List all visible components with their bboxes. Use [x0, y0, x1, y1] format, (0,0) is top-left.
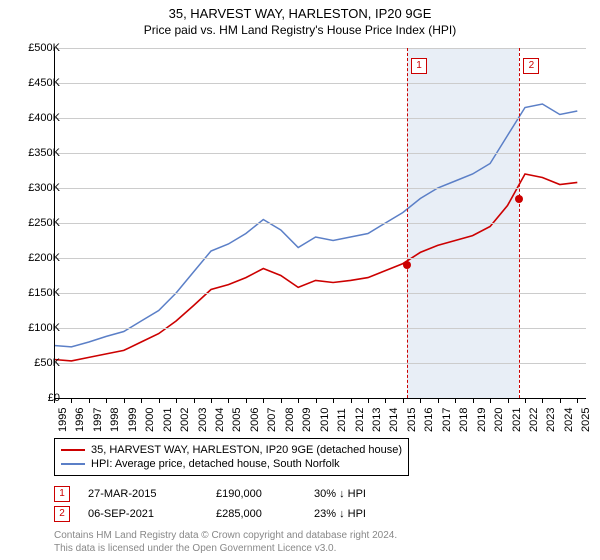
- legend-item: HPI: Average price, detached house, Sout…: [61, 457, 402, 471]
- x-axis-label: 2005: [231, 408, 243, 432]
- sale-point-dot: [403, 261, 411, 269]
- transaction-date: 06-SEP-2021: [88, 508, 198, 520]
- sale-marker-box: 1: [411, 58, 427, 74]
- x-axis-label: 2019: [476, 408, 488, 432]
- grid-line: [54, 363, 586, 364]
- legend-label: HPI: Average price, detached house, Sout…: [91, 458, 340, 470]
- grid-line: [54, 258, 586, 259]
- y-axis-label: £450K: [12, 77, 60, 89]
- chart-title: 35, HARVEST WAY, HARLESTON, IP20 9GE: [0, 0, 600, 21]
- sale-point-dot: [515, 195, 523, 203]
- grid-line: [54, 48, 586, 49]
- x-axis-label: 2018: [458, 408, 470, 432]
- x-axis-label: 1998: [109, 408, 121, 432]
- series-line-price_paid: [54, 174, 577, 361]
- y-axis-label: £250K: [12, 217, 60, 229]
- transaction-date: 27-MAR-2015: [88, 488, 198, 500]
- x-axis-label: 2004: [214, 408, 226, 432]
- sale-marker-box: 2: [523, 58, 539, 74]
- x-axis-label: 2016: [423, 408, 435, 432]
- x-axis-label: 2013: [371, 408, 383, 432]
- grid-line: [54, 83, 586, 84]
- x-axis-label: 2023: [545, 408, 557, 432]
- y-axis-label: £500K: [12, 42, 60, 54]
- grid-line: [54, 293, 586, 294]
- x-axis-label: 2003: [197, 408, 209, 432]
- sale-marker-line: [407, 48, 408, 398]
- transactions-table: 1 27-MAR-2015 £190,000 30% ↓ HPI 2 06-SEP-202…: [54, 484, 404, 524]
- grid-line: [54, 118, 586, 119]
- transaction-row: 2 06-SEP-2021 £285,000 23% ↓ HPI: [54, 504, 404, 524]
- x-axis-label: 2017: [441, 408, 453, 432]
- legend-item: 35, HARVEST WAY, HARLESTON, IP20 9GE (de…: [61, 443, 402, 457]
- footer-line2: This data is licensed under the Open Gov…: [54, 543, 397, 556]
- x-axis-label: 2001: [162, 408, 174, 432]
- transaction-row: 1 27-MAR-2015 £190,000 30% ↓ HPI: [54, 484, 404, 504]
- x-axis-label: 2006: [249, 408, 261, 432]
- x-axis-label: 2008: [284, 408, 296, 432]
- legend-box: 35, HARVEST WAY, HARLESTON, IP20 9GE (de…: [54, 438, 409, 476]
- legend-label: 35, HARVEST WAY, HARLESTON, IP20 9GE (de…: [91, 444, 402, 456]
- chart-subtitle: Price paid vs. HM Land Registry's House …: [0, 21, 600, 37]
- x-axis-label: 2021: [511, 408, 523, 432]
- y-axis-label: £400K: [12, 112, 60, 124]
- transaction-id-box: 1: [54, 486, 70, 502]
- x-axis-label: 2002: [179, 408, 191, 432]
- x-axis-label: 2022: [528, 408, 540, 432]
- transaction-price: £190,000: [216, 488, 296, 500]
- chart-plot-area: [54, 48, 586, 398]
- grid-line: [54, 328, 586, 329]
- footer-attribution: Contains HM Land Registry data © Crown c…: [54, 530, 397, 555]
- grid-line: [54, 188, 586, 189]
- x-axis-label: 2024: [563, 408, 575, 432]
- y-axis-label: £350K: [12, 147, 60, 159]
- y-axis-label: £100K: [12, 322, 60, 334]
- x-axis-label: 2014: [388, 408, 400, 432]
- x-axis-label: 1997: [92, 408, 104, 432]
- x-axis-label: 2011: [336, 408, 348, 432]
- x-axis-label: 2025: [580, 408, 592, 432]
- series-line-hpi: [54, 104, 577, 347]
- x-axis-label: 1999: [127, 408, 139, 432]
- y-axis-label: £200K: [12, 252, 60, 264]
- transaction-vs-hpi: 30% ↓ HPI: [314, 488, 404, 500]
- x-axis-label: 2010: [319, 408, 331, 432]
- x-axis-label: 2007: [266, 408, 278, 432]
- x-axis-label: 1995: [57, 408, 69, 432]
- transaction-id-box: 2: [54, 506, 70, 522]
- transaction-price: £285,000: [216, 508, 296, 520]
- legend-swatch: [61, 449, 85, 451]
- transaction-vs-hpi: 23% ↓ HPI: [314, 508, 404, 520]
- y-axis-label: £150K: [12, 287, 60, 299]
- y-axis-label: £0: [12, 392, 60, 404]
- legend-swatch: [61, 463, 85, 465]
- sale-marker-line: [519, 48, 520, 398]
- footer-line1: Contains HM Land Registry data © Crown c…: [54, 530, 397, 543]
- x-axis-label: 2009: [301, 408, 313, 432]
- y-axis-label: £50K: [12, 357, 60, 369]
- x-axis-label: 2020: [493, 408, 505, 432]
- x-axis-label: 2015: [406, 408, 418, 432]
- x-axis: [54, 398, 586, 399]
- y-axis-label: £300K: [12, 182, 60, 194]
- x-axis-label: 2012: [354, 408, 366, 432]
- x-axis-label: 1996: [74, 408, 86, 432]
- grid-line: [54, 223, 586, 224]
- x-axis-label: 2000: [144, 408, 156, 432]
- chart-container: 35, HARVEST WAY, HARLESTON, IP20 9GE Pri…: [0, 0, 600, 560]
- grid-line: [54, 153, 586, 154]
